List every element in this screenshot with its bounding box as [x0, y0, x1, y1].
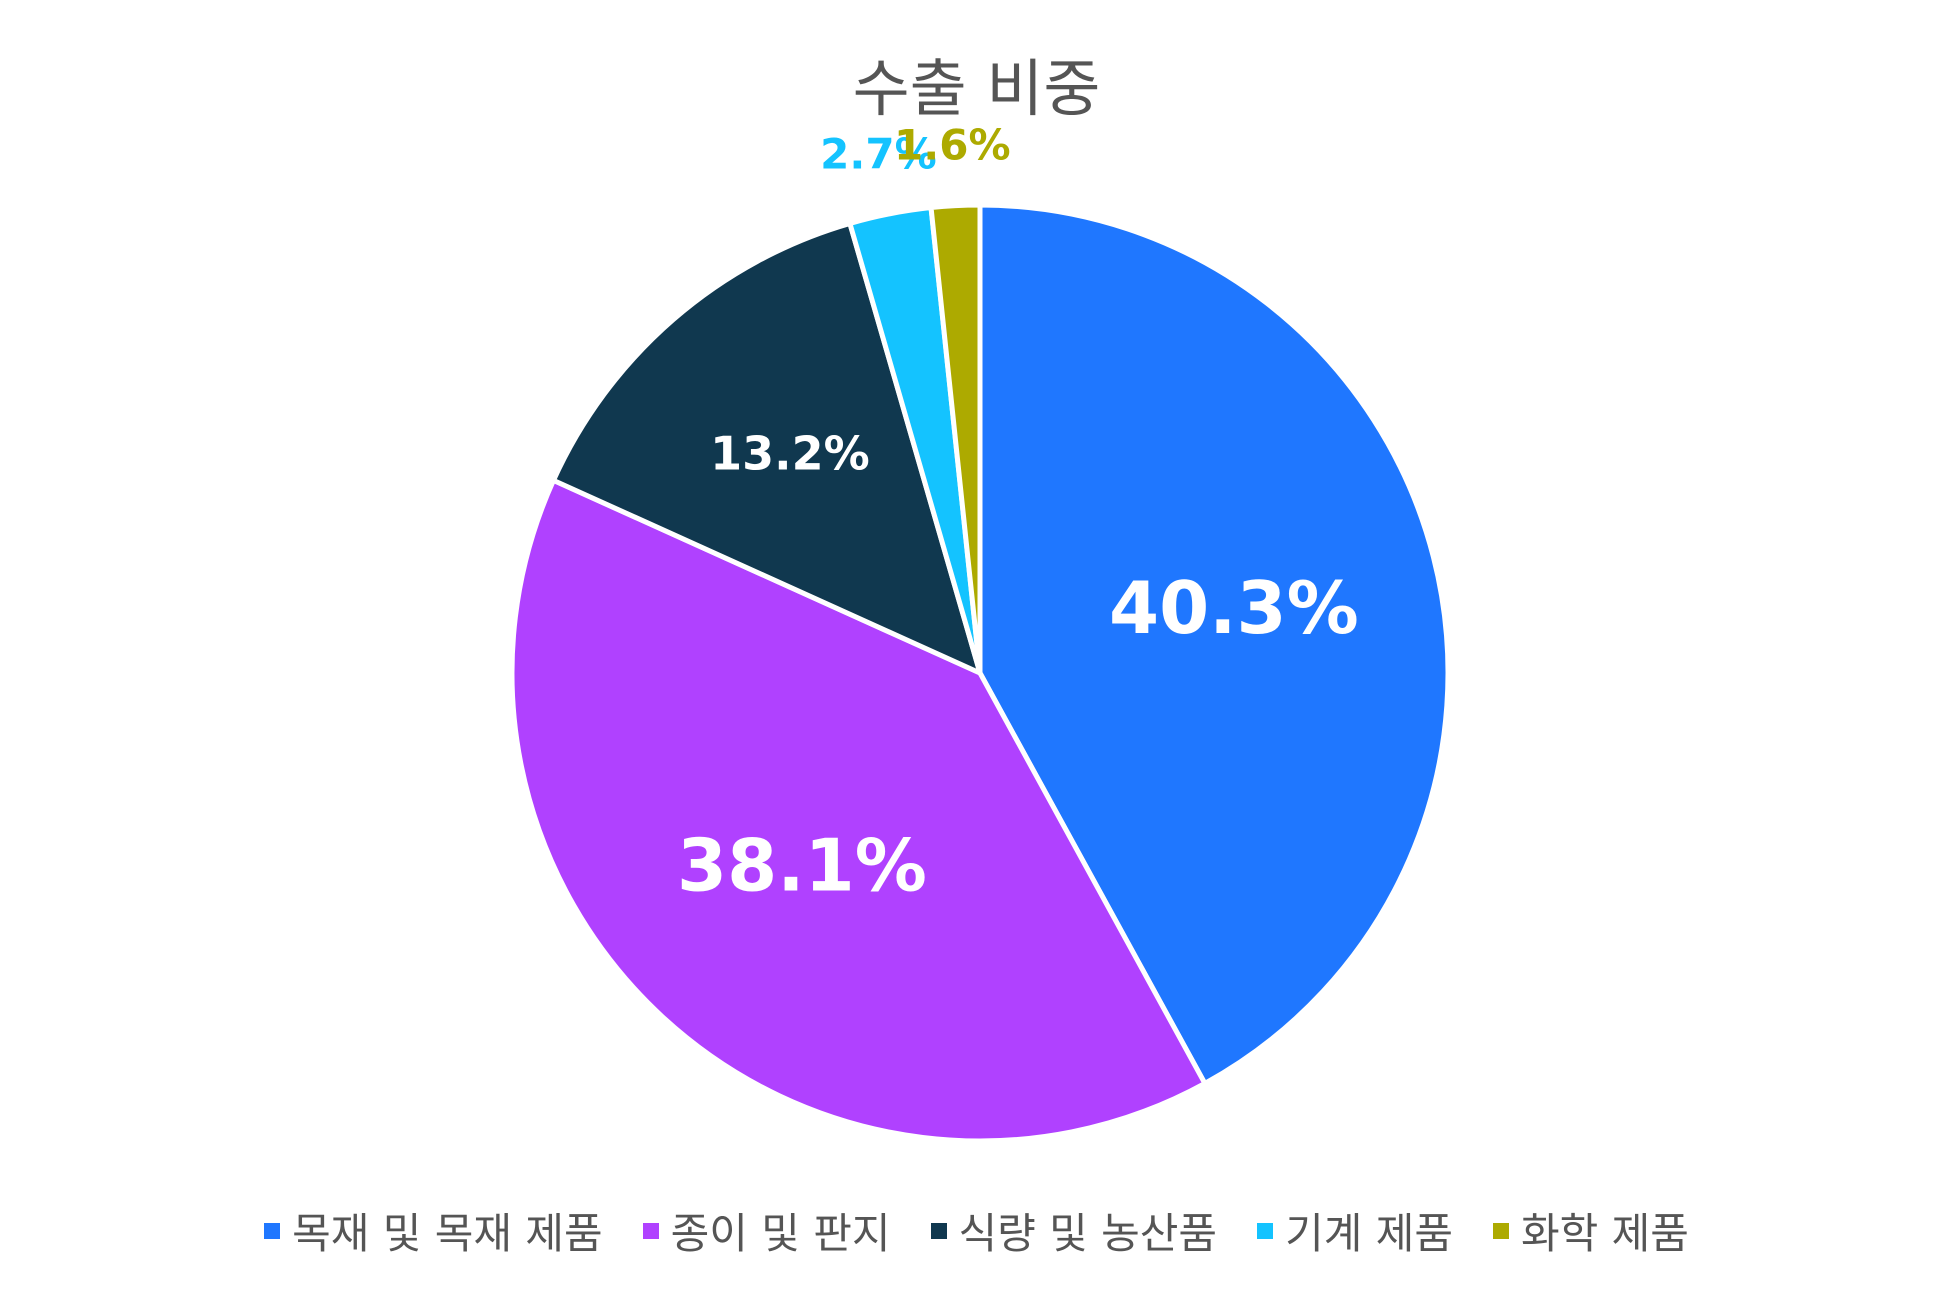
- legend-swatch: [642, 1222, 659, 1239]
- slice-label: 1.6%: [894, 120, 1010, 169]
- legend-swatch: [1257, 1222, 1274, 1239]
- slice-label: 2.7%: [820, 130, 936, 179]
- pie-slice: [509, 477, 1208, 1144]
- legend-swatch: [264, 1222, 281, 1239]
- slice-label: 40.3%: [1109, 566, 1359, 650]
- chart-title: 수출 비중: [852, 52, 1101, 125]
- legend-item: 목재 및 목재 제품: [264, 1200, 603, 1261]
- legend-label: 기계 제품: [1285, 1209, 1453, 1258]
- legend-item: 식량 및 농산품: [930, 1200, 1218, 1261]
- legend-item: 화학 제품: [1493, 1200, 1689, 1261]
- slice-label: 38.1%: [677, 823, 927, 907]
- slice-label: 13.2%: [710, 427, 870, 481]
- legend-swatch: [1493, 1222, 1509, 1239]
- legend-label: 종이 및 판지: [670, 1209, 891, 1258]
- legend-label: 식량 및 농산품: [958, 1209, 1218, 1258]
- legend-item: 종이 및 판지: [642, 1200, 891, 1261]
- legend: 목재 및 목재 제품 종이 및 판지 식량 및 농산품 기계 제품 화학 제품: [0, 1200, 1953, 1261]
- pie-slice: [550, 220, 983, 676]
- legend-label: 목재 및 목재 제품: [292, 1209, 603, 1258]
- pie-slice: [977, 202, 1451, 1086]
- legend-label: 화학 제품: [1521, 1209, 1689, 1258]
- pie-slice: [928, 202, 983, 676]
- legend-swatch: [930, 1222, 947, 1239]
- legend-item: 기계 제품: [1257, 1200, 1453, 1261]
